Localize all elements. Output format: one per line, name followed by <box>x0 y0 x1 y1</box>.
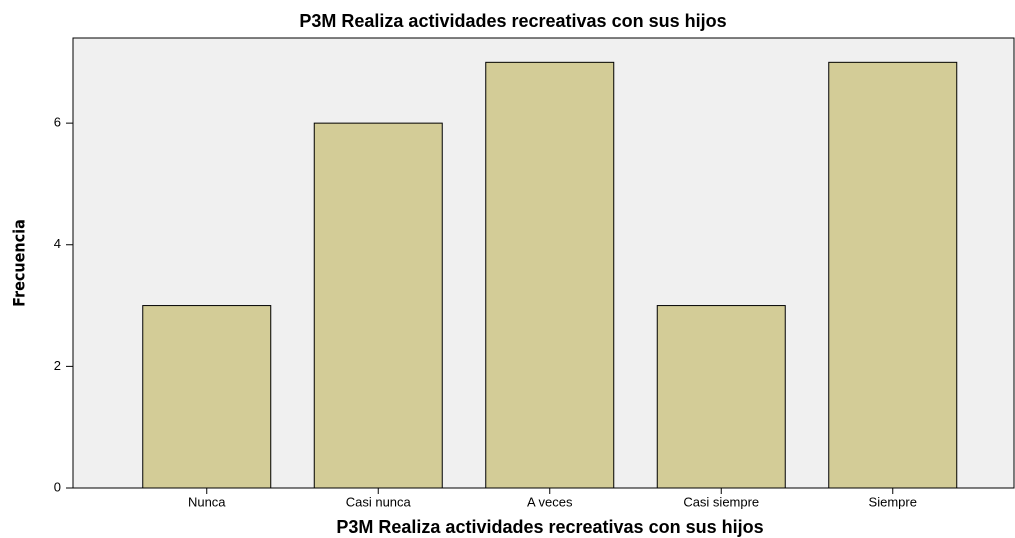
bar <box>485 61 615 489</box>
y-tick-label: 2 <box>54 358 61 373</box>
bar <box>313 122 443 489</box>
x-axis-label: P3M Realiza actividades recreativas con … <box>336 517 763 537</box>
chart-title: P3M Realiza actividades recreativas con … <box>299 11 726 31</box>
x-tick-label: Siempre <box>869 494 917 509</box>
y-tick-label: 0 <box>54 479 61 494</box>
x-tick-label: Nunca <box>188 494 226 509</box>
x-tick-label: Casi siempre <box>683 494 759 509</box>
x-tick-label: Casi nunca <box>346 494 412 509</box>
bar <box>142 305 272 489</box>
x-tick-label: A veces <box>527 494 573 509</box>
bar <box>656 305 786 489</box>
y-tick-label: 4 <box>54 236 61 251</box>
y-axis-label: Frecuencia <box>10 219 29 307</box>
bar <box>828 61 958 489</box>
y-tick-label: 6 <box>54 115 61 130</box>
